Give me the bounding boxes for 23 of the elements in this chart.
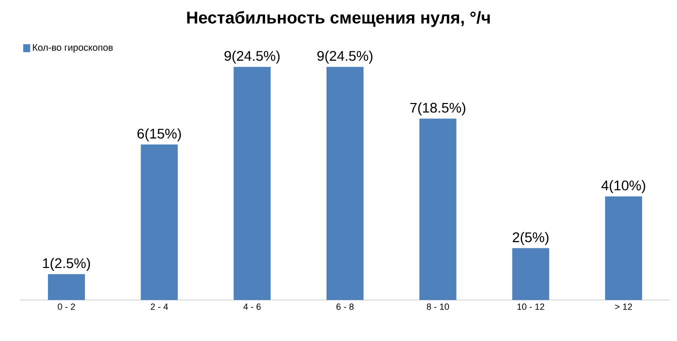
bar [48, 274, 85, 300]
bar [512, 248, 550, 300]
data-label: 2(5%) [512, 232, 548, 245]
x-tick-label: 4 - 6 [243, 304, 261, 310]
bar [234, 66, 271, 300]
legend-label: Кол-во гироскопов [32, 44, 113, 53]
data-label: 1(2.5%) [43, 258, 90, 271]
bar [140, 144, 178, 300]
bar [605, 196, 642, 300]
data-label: 4(10%) [601, 180, 646, 194]
x-tick-label: 10 - 12 [517, 304, 544, 310]
data-label: 6(15%) [138, 128, 181, 142]
x-tick-label: 8 - 10 [426, 304, 449, 310]
x-tick-label: 0 - 2 [58, 304, 75, 310]
bar [419, 118, 456, 300]
x-tick-label: 6 - 8 [336, 304, 354, 310]
data-label: 9(24.5%) [317, 50, 372, 64]
chart-title: Нестабильность смещения нуля, °/ч [187, 11, 490, 27]
bar [326, 66, 364, 300]
x-tick-label: > 12 [615, 304, 632, 310]
data-label: 7(18.5%) [410, 102, 466, 116]
data-label: 9(24.5%) [224, 50, 280, 64]
x-tick-label: 2 - 4 [150, 304, 168, 310]
